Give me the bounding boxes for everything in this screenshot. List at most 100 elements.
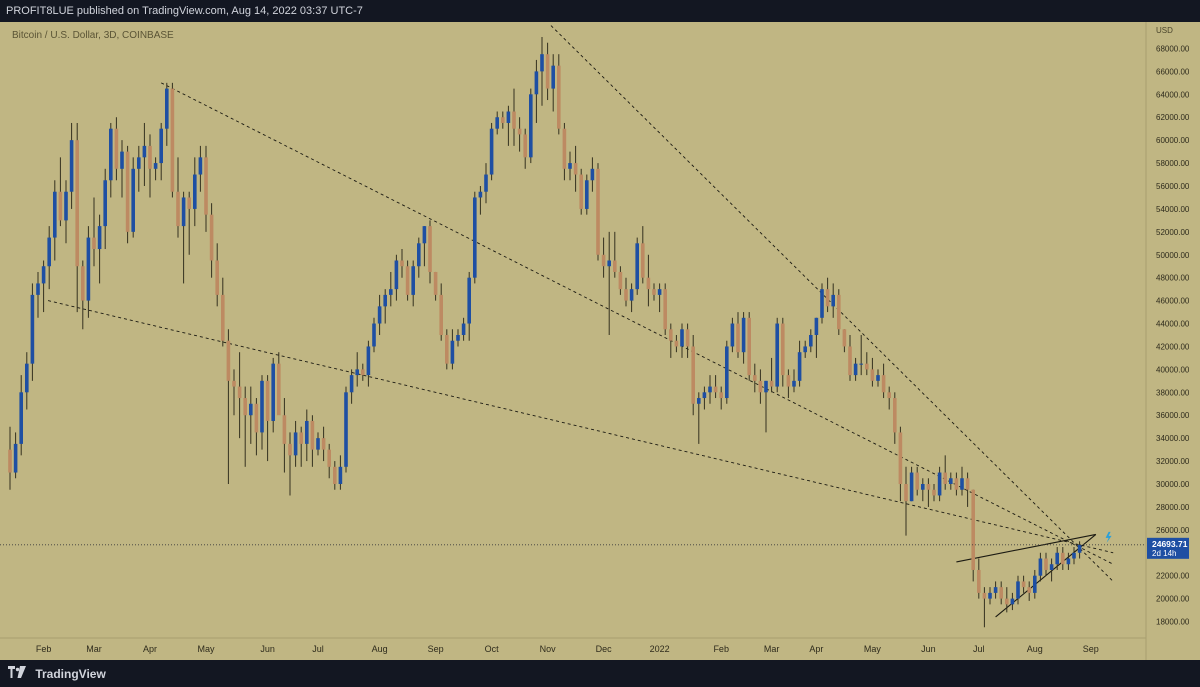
time-tick-label: May [197,644,215,654]
candle-body [512,111,516,129]
candle [226,329,231,484]
candle [383,289,387,324]
candle [221,277,225,347]
candle-body [461,323,466,335]
candle-body [1021,581,1026,588]
price-tick-label: 42000.00 [1156,342,1190,351]
candle-body [41,266,46,284]
candle-body [607,260,611,267]
candle-body [260,380,264,433]
trendline-wedge-top [956,533,1096,563]
candle [993,581,998,599]
candle-body [803,346,807,353]
candle [36,271,40,318]
candle [624,277,628,307]
candle [618,266,623,295]
candle-body [814,317,819,335]
candle-body [361,369,365,376]
candle [825,277,830,313]
candle-body [702,392,707,399]
time-tick-label: Dec [596,644,613,654]
candle [557,54,561,135]
candle-body [165,88,169,129]
candle-body [685,329,690,347]
time-tick-label: Feb [713,644,729,654]
candles [8,37,1082,628]
candle-body [221,294,225,341]
candle-body [69,140,74,192]
candle-body [249,403,253,416]
candle [501,111,505,129]
candle [837,289,841,335]
candle [349,369,354,404]
candle [114,117,119,181]
candle [204,145,208,232]
candle-body [215,260,219,295]
lightning-icon [1105,531,1112,543]
candle [389,271,393,307]
candle-body [277,363,281,416]
candle [81,260,85,330]
candle-body [506,111,511,123]
candle-body [13,443,18,473]
candle-body [243,398,247,416]
candle-body [400,260,404,267]
candle [769,357,774,393]
candle-body [405,266,410,295]
candle-body [557,65,561,129]
chart-title: Bitcoin / U.S. Dollar, 3D, COINBASE [12,30,174,41]
candle [170,82,175,198]
candle-body [64,191,68,221]
candle-body [456,335,460,341]
candle-body [109,128,113,181]
candle-body [590,168,595,181]
candle [86,226,91,318]
candle [489,122,494,181]
candle-body [965,478,970,490]
candle [685,323,690,358]
candle [131,157,135,238]
candle [19,375,23,456]
time-tick-label: Sep [428,644,444,654]
candle-body [579,174,583,209]
candle [411,260,415,307]
candle-body [310,420,315,450]
price-tick-label: 28000.00 [1156,503,1190,512]
last-price-label: 24693.71 [1152,539,1188,549]
candle [1005,587,1009,613]
candle [484,163,488,204]
candle [629,283,634,313]
candle [954,472,959,496]
candle-body [237,386,242,399]
candle [680,323,684,358]
candle [652,283,656,301]
candle-body [960,478,964,490]
candle [299,426,303,467]
time-tick-label: Aug [372,644,388,654]
candle [13,432,18,479]
candle-body [932,489,936,496]
candle [529,88,533,164]
candle [25,352,29,410]
candle [417,237,421,278]
candle [372,317,376,353]
candle [781,317,785,387]
candle [915,466,919,496]
time-tick-label: 2022 [650,644,670,654]
candle [321,426,326,462]
candle [590,157,595,192]
chart-area[interactable]: Bitcoin / U.S. Dollar, 3D, COINBASE USD … [0,22,1200,660]
candle [142,122,147,186]
candlestick-chart[interactable]: Bitcoin / U.S. Dollar, 3D, COINBASE USD … [0,22,1200,660]
candle [960,466,964,496]
price-tick-label: 66000.00 [1156,67,1190,76]
candle-body [355,369,359,376]
footer-brand: TradingView [35,666,106,681]
candle-body [153,163,158,169]
candle-body [977,569,981,593]
candle-body [193,174,197,209]
candle [450,329,455,370]
countdown-label: 2d 14h [1152,549,1176,558]
candle [573,145,578,192]
candle-body [1072,552,1076,559]
